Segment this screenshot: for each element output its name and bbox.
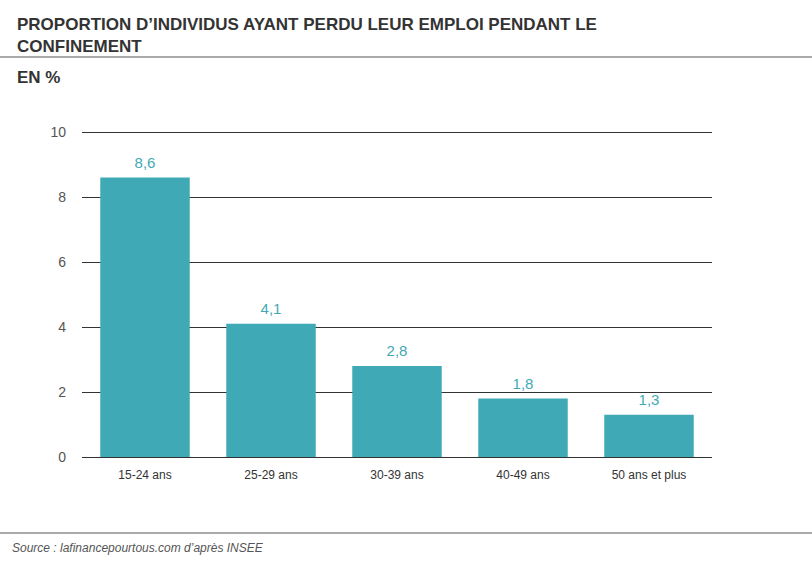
svg-text:4,1: 4,1 [261,300,282,317]
svg-text:2,8: 2,8 [387,342,408,359]
svg-text:6: 6 [58,254,66,270]
svg-text:30-39 ans: 30-39 ans [370,468,423,482]
svg-text:50 ans et plus: 50 ans et plus [612,468,687,482]
svg-text:PROPORTION D’INDIVIDUS AYANT P: PROPORTION D’INDIVIDUS AYANT PERDU LEUR … [17,15,602,34]
svg-text:1,3: 1,3 [639,391,660,408]
svg-text:10: 10 [50,124,66,140]
svg-text:EN %: EN % [17,68,60,87]
svg-text:0: 0 [58,449,66,465]
svg-text:8: 8 [58,189,66,205]
svg-text:4: 4 [58,319,66,335]
svg-text:2: 2 [58,384,66,400]
svg-text:15-24 ans: 15-24 ans [118,468,171,482]
svg-text:25-29 ans: 25-29 ans [244,468,297,482]
svg-text:8,6: 8,6 [135,154,156,171]
svg-text:1,8: 1,8 [513,375,534,392]
svg-text:Source : lafinancepourtous.com: Source : lafinancepourtous.com d’après I… [12,541,264,555]
svg-text:CONFINEMENT: CONFINEMENT [17,37,142,56]
svg-text:40-49 ans: 40-49 ans [496,468,549,482]
